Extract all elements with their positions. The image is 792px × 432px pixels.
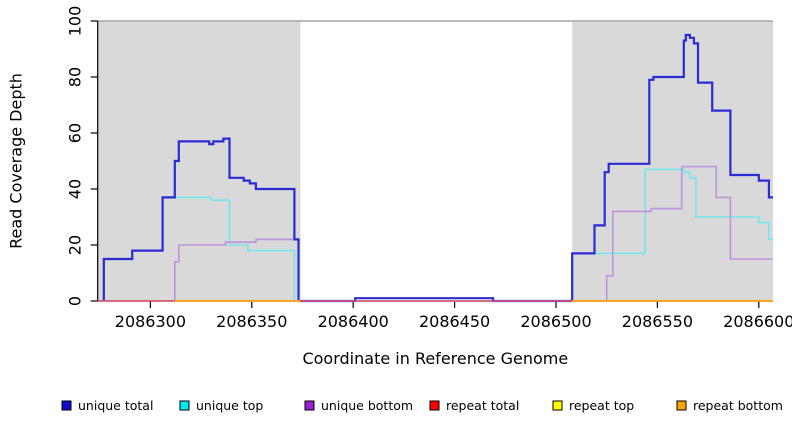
legend-label-repeat-top: repeat top (569, 398, 634, 413)
legend-swatch-repeat-bottom (676, 400, 687, 411)
y-tick-label: 80 (66, 67, 85, 87)
legend-label-repeat-bottom: repeat bottom (693, 398, 783, 413)
legend-label-unique-total: unique total (78, 398, 153, 413)
legend-swatch-unique-bottom (304, 400, 315, 411)
y-tick-label: 20 (66, 235, 85, 255)
x-tick-label: 2086500 (520, 312, 591, 331)
legend-label-repeat-total: repeat total (446, 398, 519, 413)
legend-label-unique-bottom: unique bottom (321, 398, 413, 413)
legend-swatch-repeat-top (552, 400, 563, 411)
x-tick-label: 2086350 (216, 312, 287, 331)
legend-swatch-unique-total (61, 400, 72, 411)
legend-swatch-unique-top (179, 400, 190, 411)
legend-label-unique-top: unique top (196, 398, 263, 413)
x-tick-label: 2086550 (622, 312, 693, 331)
series-line-unique-bottom (174, 165, 773, 302)
y-tick-label: 60 (66, 123, 85, 143)
shaded-region-band-1 (572, 21, 773, 301)
y-tick-label: 0 (66, 296, 85, 306)
x-axis-title: Coordinate in Reference Genome (302, 349, 568, 368)
y-tick-label: 40 (66, 179, 85, 199)
y-axis-title: Read Coverage Depth (7, 73, 26, 249)
x-tick-label: 2086450 (419, 312, 490, 331)
x-tick-label: 2086400 (318, 312, 389, 331)
y-tick-label: 100 (66, 6, 85, 37)
x-tick-label: 2086300 (115, 312, 186, 331)
x-tick-label: 2086600 (723, 312, 792, 331)
legend-swatch-repeat-total (429, 400, 440, 411)
